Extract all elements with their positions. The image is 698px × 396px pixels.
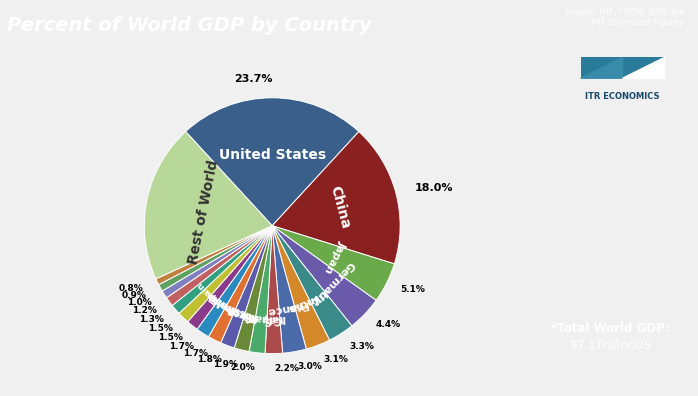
- FancyBboxPatch shape: [581, 57, 664, 78]
- Text: 1.7%: 1.7%: [170, 341, 194, 350]
- Wedge shape: [209, 226, 272, 343]
- Text: United States: United States: [218, 148, 326, 162]
- Text: 1.0%: 1.0%: [126, 298, 151, 307]
- Wedge shape: [144, 131, 272, 279]
- Wedge shape: [167, 226, 272, 305]
- Text: 0.8%: 0.8%: [119, 284, 143, 293]
- Wedge shape: [221, 226, 272, 348]
- Text: *Total World GDP:
$97.1 Trillion US $: *Total World GDP: $97.1 Trillion US $: [551, 322, 670, 352]
- Text: 1.5%: 1.5%: [148, 324, 172, 333]
- Wedge shape: [156, 226, 272, 285]
- Wedge shape: [272, 226, 306, 353]
- Text: Brazil: Brazil: [207, 290, 238, 316]
- Text: Japan: Japan: [323, 239, 348, 275]
- Text: 4.4%: 4.4%: [376, 320, 401, 329]
- Polygon shape: [581, 57, 623, 78]
- Text: Spain: Spain: [195, 280, 221, 305]
- Text: 3.0%: 3.0%: [297, 362, 322, 371]
- Text: 3.3%: 3.3%: [349, 342, 374, 351]
- Text: ITR ECONOMICS: ITR ECONOMICS: [586, 91, 660, 101]
- Wedge shape: [272, 226, 352, 340]
- Text: 0.9%: 0.9%: [122, 291, 147, 300]
- Polygon shape: [623, 57, 664, 78]
- Text: India: India: [285, 293, 318, 314]
- Text: 1.7%: 1.7%: [183, 349, 207, 358]
- Wedge shape: [272, 226, 394, 301]
- Wedge shape: [272, 226, 329, 349]
- Wedge shape: [186, 98, 359, 226]
- Wedge shape: [158, 226, 272, 291]
- Text: Source: IMF, *ROW: 65% are
IMF Estimated Figures: Source: IMF, *ROW: 65% are IMF Estimated…: [565, 8, 684, 27]
- Wedge shape: [272, 226, 376, 326]
- Text: 1.8%: 1.8%: [197, 356, 222, 364]
- Wedge shape: [188, 226, 272, 329]
- Wedge shape: [162, 226, 272, 298]
- Wedge shape: [265, 226, 283, 354]
- Wedge shape: [249, 226, 272, 354]
- Text: 1.9%: 1.9%: [213, 360, 238, 369]
- Text: 3.1%: 3.1%: [324, 355, 348, 364]
- Text: Rest of World: Rest of World: [186, 158, 221, 265]
- Text: Iran: Iran: [205, 288, 225, 307]
- Wedge shape: [172, 226, 272, 313]
- Text: 5.1%: 5.1%: [401, 285, 425, 294]
- Text: 2.0%: 2.0%: [230, 364, 255, 373]
- Text: Germany: Germany: [309, 259, 355, 307]
- Text: S. Korea: S. Korea: [227, 305, 274, 326]
- Text: Italy: Italy: [261, 313, 285, 323]
- Text: France: France: [265, 299, 309, 316]
- Wedge shape: [272, 131, 400, 264]
- Text: 23.7%: 23.7%: [234, 74, 272, 84]
- Text: 1.3%: 1.3%: [139, 315, 164, 324]
- Wedge shape: [179, 226, 272, 322]
- Wedge shape: [197, 226, 272, 337]
- Text: China: China: [327, 185, 352, 230]
- Text: Russia: Russia: [221, 301, 258, 323]
- Text: Canada: Canada: [240, 310, 282, 325]
- Text: Australia: Australia: [206, 292, 255, 324]
- Text: 1.2%: 1.2%: [132, 306, 157, 315]
- Wedge shape: [235, 226, 272, 352]
- Text: Percent of World GDP by Country: Percent of World GDP by Country: [7, 16, 371, 35]
- Text: 1.5%: 1.5%: [158, 333, 183, 342]
- Text: 18.0%: 18.0%: [415, 183, 453, 192]
- Text: 2.2%: 2.2%: [274, 364, 299, 373]
- Text: UK: UK: [307, 287, 327, 305]
